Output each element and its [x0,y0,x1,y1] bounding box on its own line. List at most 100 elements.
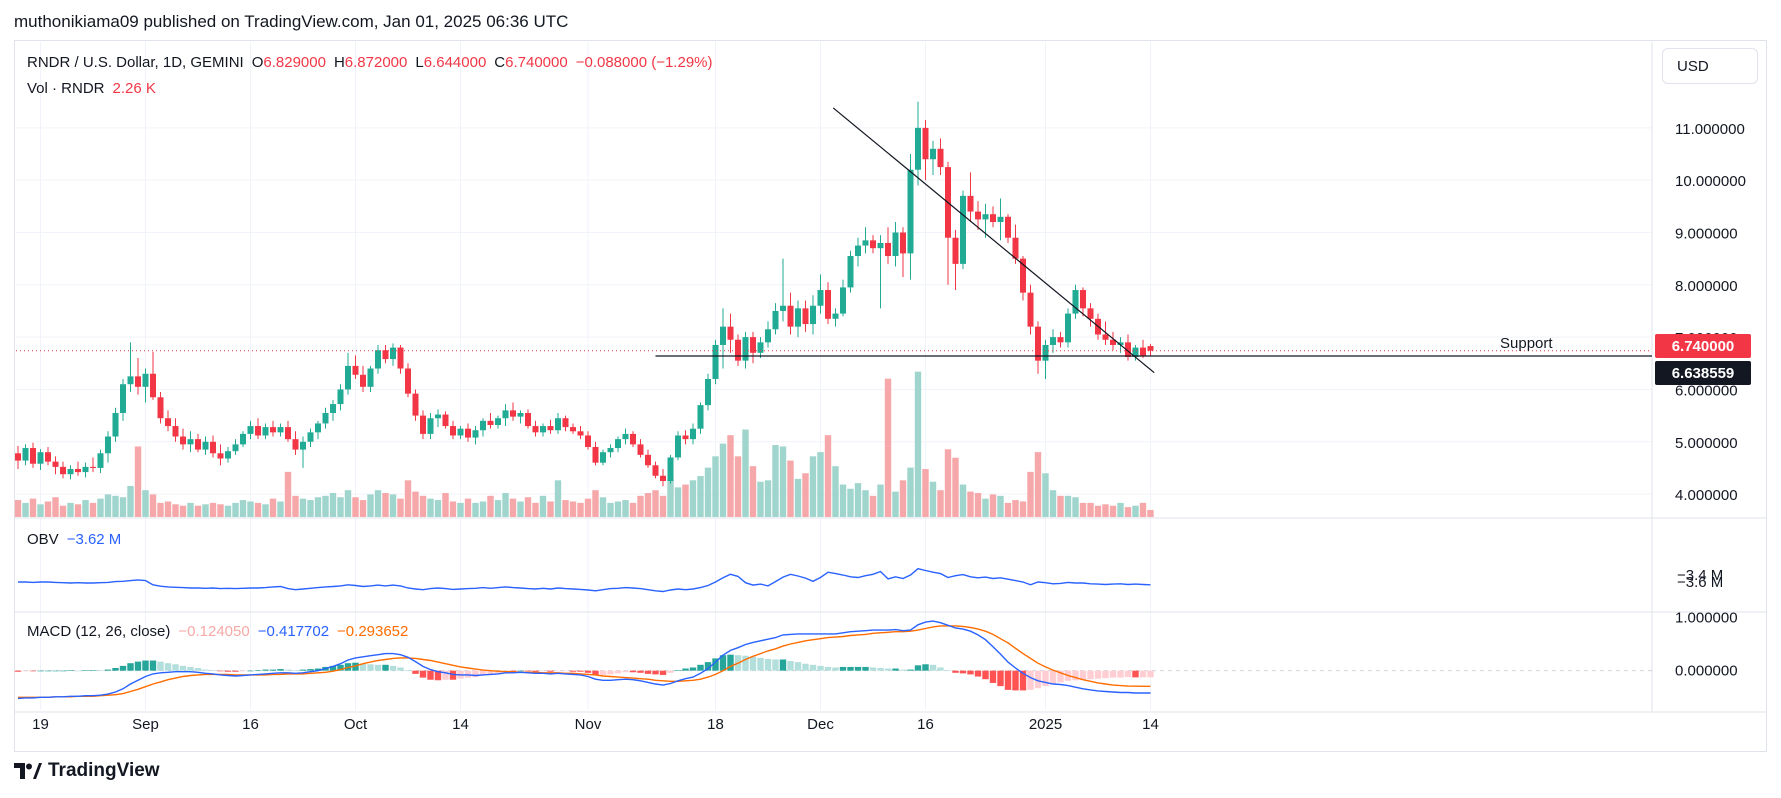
macd-histogram-bar [149,660,157,671]
macd-histogram-bar [937,667,944,671]
volume-bar [382,493,389,517]
volume-bar [1087,502,1094,517]
tradingview-logo[interactable]: TradingView [14,760,160,782]
candle-body [652,465,659,476]
candle-body [735,339,741,361]
candle-body [1027,292,1034,327]
volume-bar [14,500,22,517]
volume-bar [134,446,142,517]
macd-histogram-bar [307,669,314,671]
volume-bar [299,498,307,517]
macd-histogram-bar [89,670,97,671]
volume-bar [554,480,562,517]
currency-button[interactable]: USD [1662,48,1758,84]
candle-body [427,418,434,434]
macd-histogram-bar [1087,670,1094,680]
macd-histogram-bar [412,670,419,674]
candle-body [262,427,269,436]
macd-histogram-bar [794,662,802,671]
candle-body [1020,258,1026,293]
candle-body [382,350,389,360]
volume-bar [524,497,532,517]
macd-histogram-bar [697,664,704,671]
volume-bar [1102,504,1109,517]
candle-body [1065,313,1071,343]
candle-body [157,397,164,419]
chart-canvas[interactable]: 4.0000005.0000006.0000007.0000008.000000… [0,0,1781,760]
candle-body [495,418,501,426]
volume-bar [1004,502,1012,517]
open-label: O [251,54,264,71]
volume-label[interactable]: Vol · RNDR [27,80,105,97]
candle-body [97,453,104,468]
macd-histogram-bar [397,667,404,671]
candle-body [847,256,854,288]
macd-histogram-bar [284,669,292,671]
volume-bar [922,469,929,517]
macd-histogram-bar [104,669,112,671]
macd-histogram-bar [929,664,937,671]
volume-bar [359,500,367,517]
volume-bar [52,497,59,517]
candle-body [450,426,456,436]
volume-bar [697,476,704,517]
macd-histogram-bar [157,661,164,671]
macd-histogram-bar [187,666,194,671]
candle-body [697,405,704,429]
obv-value: −3.62 M [66,531,122,548]
change-value: −0.088000 (−1.29%) [575,54,713,71]
last-price-badge: 6.740000 [1655,334,1751,358]
volume-bar [862,490,869,517]
volume-bar [704,467,712,517]
macd-histogram-bar [352,662,359,671]
macd-label[interactable]: MACD (12, 26, close) [27,623,171,640]
volume-bar [794,478,802,517]
obv-label[interactable]: OBV [27,531,59,548]
candle-body [712,344,719,379]
macd-histogram-bar [922,664,929,671]
time-axis-label: 19 [32,716,49,733]
macd-histogram-bar [37,670,44,672]
volume-bar [397,498,404,517]
volume-bar [1049,490,1057,517]
symbol-label[interactable]: RNDR / U.S. Dollar, 1D, GEMINI [27,54,244,71]
macd-line-value: −0.417702 [257,623,330,640]
volume-bar [142,490,149,517]
macd-histogram-bar [622,670,629,673]
open-value: 6.829000 [263,54,326,71]
macd-histogram-bar [959,670,967,674]
macd-histogram-bar [337,664,344,671]
macd-histogram-bar [487,670,494,675]
candle-body [1087,308,1094,319]
high-label: H [333,54,345,71]
candle-body [615,439,621,449]
macd-histogram-bar [97,670,104,671]
candle-body [60,466,66,475]
macd-histogram-bar [464,670,472,678]
candle-body [405,368,411,394]
candle-body [172,426,179,437]
candle-body [930,148,936,160]
volume-bar [247,501,254,517]
candle-body [397,347,404,369]
volume-bar [659,495,667,517]
candle-body [870,240,876,249]
candle-body [15,453,21,461]
candle-body [202,441,209,450]
candle-body [135,376,141,387]
macd-histogram-bar [1012,670,1019,691]
candle-body [757,342,764,353]
candle-body [82,466,89,473]
macd-signal-line [18,625,1151,698]
macd-histogram-bar [29,670,37,672]
volume-bar [232,502,239,517]
candle-body [645,454,651,466]
volume-bar [202,504,209,517]
price-axis-label: 4.000000 [1675,487,1738,504]
macd-histogram-bar [532,670,539,672]
volume-bar [502,493,509,517]
candle-body [562,418,569,428]
volume-bar [419,495,427,517]
volume-bar [1124,507,1132,517]
volume-bar [682,484,689,517]
